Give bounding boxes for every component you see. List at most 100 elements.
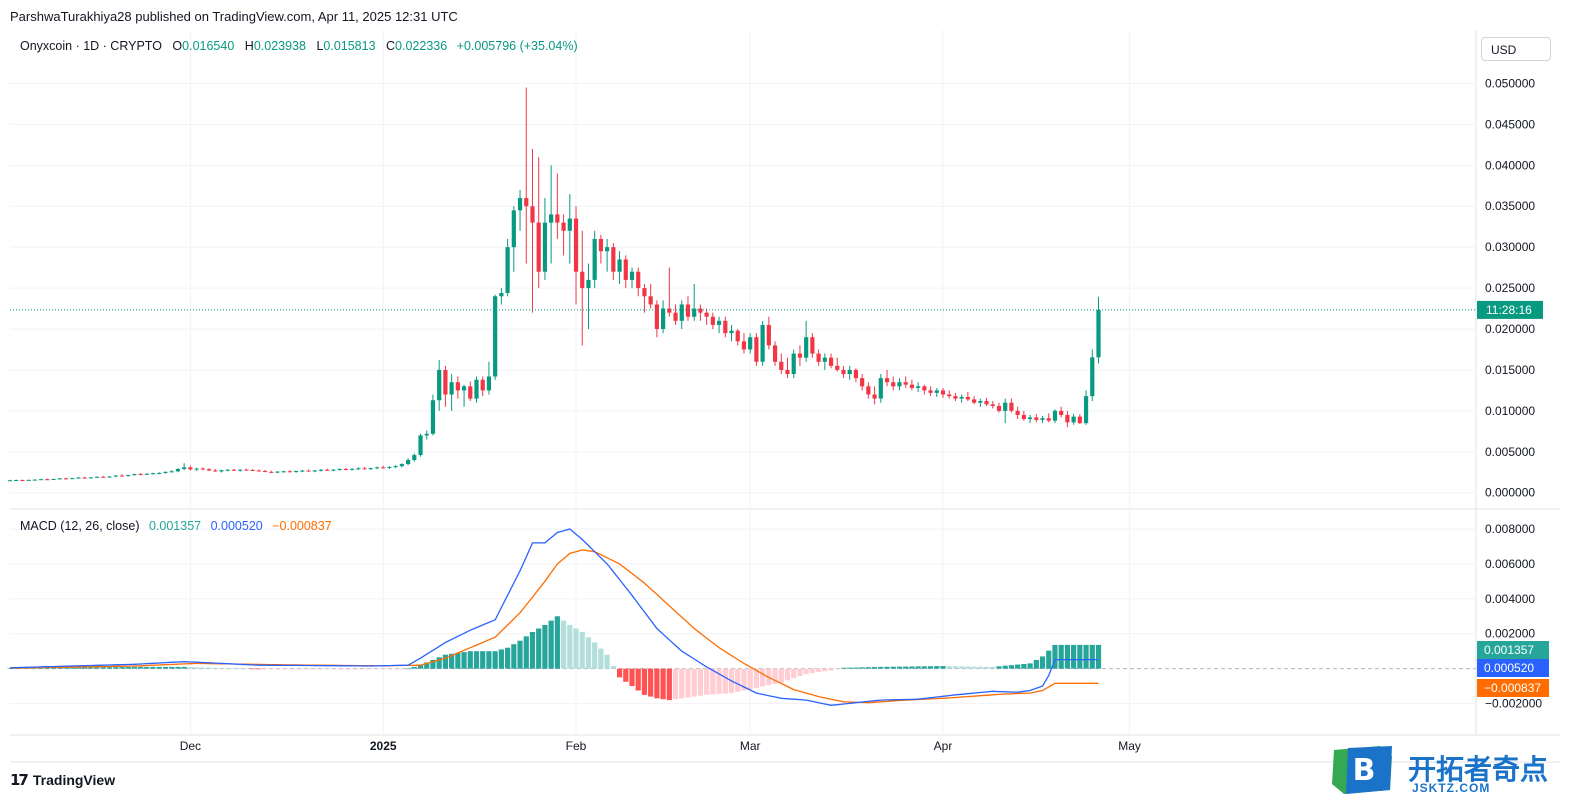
candle-body [325, 469, 330, 471]
candle-body [169, 471, 174, 473]
macd-histogram-bar [778, 668, 784, 683]
macd-histogram-bar [511, 644, 517, 669]
candle-body [940, 390, 946, 395]
svg-text:B: B [1353, 753, 1376, 788]
macd-histogram-bar [921, 666, 927, 669]
macd-histogram-bar [69, 667, 75, 669]
tradingview-logo[interactable]: 𝟭𝟳 TradingView [10, 771, 115, 789]
candle-body [63, 478, 69, 480]
macd-histogram-bar [386, 668, 393, 670]
candle-body [916, 386, 921, 388]
candle-body [567, 218, 572, 231]
candle-body [493, 296, 498, 377]
macd-histogram-bar [200, 667, 206, 669]
macd-histogram-bar [330, 668, 337, 670]
macd-histogram-bar [896, 666, 903, 669]
macd-indicator-label[interactable]: MACD (12, 26, close) [20, 519, 140, 533]
low-label: L [316, 39, 324, 53]
macd-histogram-bar [486, 651, 492, 669]
candle-body [561, 222, 566, 231]
candle-body [580, 271, 585, 289]
candle-body [312, 470, 317, 472]
candle-body [984, 401, 989, 405]
candle-body [598, 238, 603, 252]
price-tick-label: 0.010000 [1485, 404, 1535, 418]
price-tick-label: 0.040000 [1485, 158, 1535, 172]
candle-body [393, 466, 398, 468]
macd-histogram-bar [679, 668, 685, 699]
candle-body [791, 353, 796, 375]
candle-body [51, 478, 56, 480]
macd-legend: MACD (12, 26, close) 0.001357 0.000520 −… [20, 519, 332, 533]
macd-histogram-bar [1033, 659, 1039, 669]
open-value: 0.016540 [182, 39, 235, 53]
macd-histogram-bar [878, 666, 884, 669]
grid-lines [10, 30, 1560, 763]
candle-body [779, 361, 784, 370]
candle-body [698, 308, 703, 313]
candle-body [1083, 396, 1089, 424]
macd-panel[interactable] [7, 528, 1476, 706]
macd-histogram-bar [523, 636, 529, 669]
candle-body [692, 308, 697, 317]
macd-histogram-bar [57, 667, 63, 669]
candle-body [841, 369, 846, 375]
macd-histogram-bar [592, 642, 598, 669]
macd-histogram-bar [828, 668, 834, 671]
candle-body [45, 479, 50, 481]
macd-histogram-bar [393, 668, 399, 670]
time-tick-label: Mar [740, 739, 761, 753]
last-price-tag-label: 11:28:16 [1486, 303, 1532, 317]
candle-body [1027, 417, 1033, 420]
candle-body [163, 471, 168, 473]
candle-body [26, 479, 31, 481]
candle-body [710, 316, 715, 325]
candle-body [175, 468, 181, 472]
macd-histogram-bar [380, 668, 386, 670]
candle-body [673, 312, 678, 321]
macd-histogram-bar [430, 659, 436, 669]
candle-body [70, 478, 75, 480]
currency-selector[interactable]: USD [1481, 37, 1551, 61]
candle-body [891, 382, 896, 387]
price-tick-label: 0.000000 [1485, 486, 1535, 500]
macd-histogram-bar [399, 668, 405, 670]
macd-histogram-bar [1008, 665, 1015, 669]
macd-histogram-bar [424, 662, 430, 669]
candle-body [331, 469, 336, 471]
macd-histogram-bar [206, 667, 212, 669]
candle-body [269, 471, 274, 473]
candle-body [511, 210, 516, 248]
candle-body [1059, 410, 1064, 415]
candle-body [860, 378, 865, 387]
macd-histogram-bar [1021, 663, 1027, 669]
candle-body [555, 214, 560, 223]
candle-body [1090, 357, 1095, 397]
macd-histogram-bar [125, 666, 131, 669]
candle-body [1046, 418, 1051, 421]
macd-histogram-bar [548, 620, 554, 669]
symbol-name[interactable]: Onyxcoin · 1D · CRYPTO [20, 39, 162, 53]
macd-histogram-bar [405, 668, 411, 670]
macd-histogram-bar [983, 666, 990, 669]
candle-body [405, 459, 411, 465]
candlestick-series[interactable] [7, 87, 1476, 482]
macd-histogram-bar [853, 667, 859, 669]
macd-histogram-bar [616, 668, 623, 678]
candle-body [1071, 416, 1076, 423]
macd-histogram-bar [915, 666, 921, 669]
candle-body [878, 378, 883, 399]
candle-body [119, 475, 125, 477]
candle-body [262, 471, 268, 473]
candle-body [735, 330, 740, 342]
candle-body [219, 470, 224, 472]
candle-body [1096, 309, 1101, 358]
macd-histogram-bar [162, 666, 169, 669]
macd-histogram-bar [598, 648, 604, 669]
macd-histogram-bar [840, 667, 847, 669]
macd-histogram-bar [44, 667, 50, 669]
macd-histogram-bar [94, 667, 100, 669]
macd-histogram-bar [113, 667, 119, 669]
candle-body [206, 469, 212, 471]
macd-histogram-bar [666, 668, 672, 701]
